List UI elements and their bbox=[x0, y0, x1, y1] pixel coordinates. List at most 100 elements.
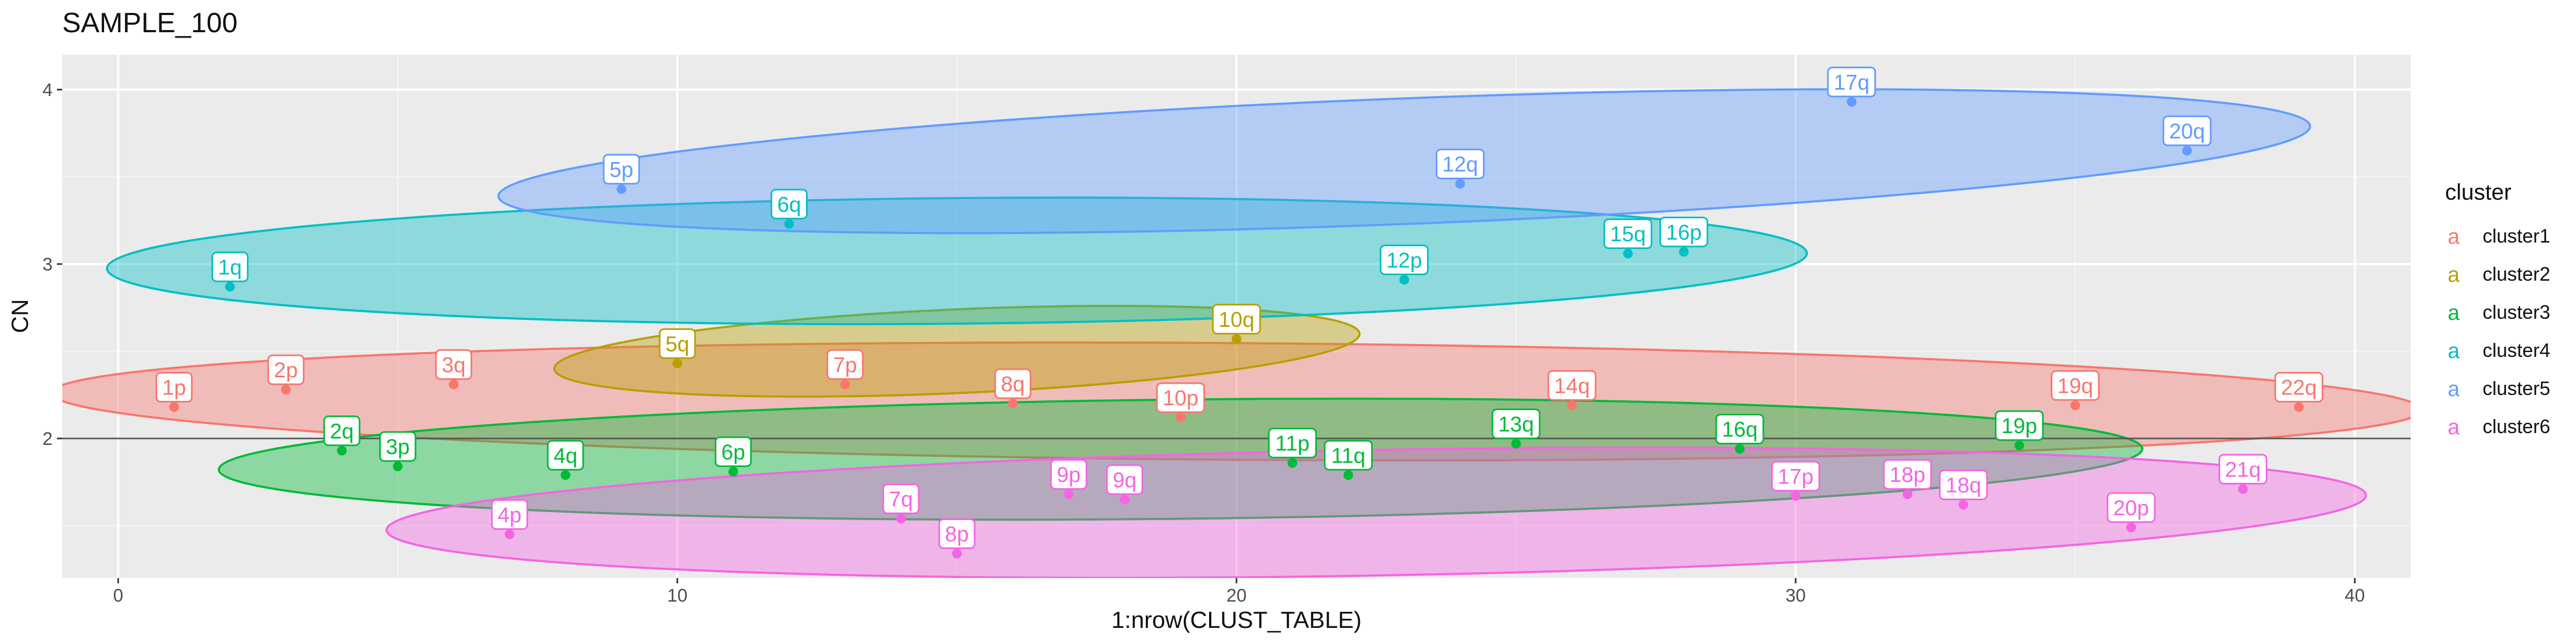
x-axis: 0 10 20 30 40 bbox=[113, 578, 2365, 606]
data-point bbox=[896, 514, 906, 524]
point-label-text: 9q bbox=[1113, 469, 1137, 492]
data-point bbox=[1567, 400, 1577, 411]
point-label: 16q bbox=[1715, 414, 1765, 444]
point-label-text: 7q bbox=[889, 488, 913, 511]
data-point bbox=[1232, 334, 1241, 344]
point-label-text: 16p bbox=[1666, 221, 1702, 244]
data-point bbox=[2294, 402, 2304, 412]
point-label-box bbox=[938, 518, 976, 549]
data-point bbox=[1847, 97, 1857, 107]
legend-key: a bbox=[2448, 415, 2460, 439]
point-label-box bbox=[770, 188, 808, 219]
point-label: 5q bbox=[658, 328, 696, 359]
data-point bbox=[2070, 400, 2080, 411]
point-label-box bbox=[1659, 216, 1709, 247]
data-point bbox=[449, 379, 459, 390]
point-label-text: 16q bbox=[1722, 418, 1758, 442]
ellipse-cluster4 bbox=[106, 196, 1808, 325]
point-label-text: 10p bbox=[1162, 386, 1198, 410]
data-point bbox=[784, 219, 794, 229]
x-tick-label: 30 bbox=[1785, 586, 1806, 606]
data-point bbox=[1008, 399, 1018, 408]
point-label-box bbox=[1156, 382, 1205, 413]
point-label-text: 1p bbox=[162, 376, 186, 400]
data-point bbox=[560, 470, 570, 480]
point-label: 11q bbox=[1323, 440, 1373, 471]
point-label-text: 2q bbox=[330, 420, 354, 443]
legend-key: a bbox=[2448, 339, 2460, 363]
data-point bbox=[1287, 458, 1298, 468]
point-label-box bbox=[1491, 408, 1541, 440]
y-tick-label: 3 bbox=[42, 254, 53, 275]
chart-title: SAMPLE_100 bbox=[62, 8, 238, 39]
point-label-box bbox=[1715, 414, 1765, 444]
legend-key: a bbox=[2448, 263, 2460, 287]
point-label: 8q bbox=[994, 368, 1031, 399]
legend-key: a bbox=[2448, 377, 2460, 401]
data-point bbox=[281, 385, 291, 394]
point-label-box bbox=[1827, 67, 1876, 98]
point-label: 11p bbox=[1268, 428, 1317, 458]
point-label-text: 13q bbox=[1498, 413, 1534, 436]
legend: cluster a cluster1 a cluster2 a cluster3 a clus… bbox=[2445, 179, 2550, 439]
legend-entry-cluster4: cluster4 bbox=[2483, 339, 2550, 361]
point-label: 3q bbox=[435, 349, 472, 380]
point-label-text: 10q bbox=[1219, 308, 1255, 332]
point-label: 9p bbox=[1050, 459, 1087, 490]
legend-key: a bbox=[2448, 225, 2460, 248]
point-label-box bbox=[994, 368, 1031, 399]
x-tick-label: 20 bbox=[1226, 586, 1247, 606]
ellipse-cluster5 bbox=[497, 88, 2311, 235]
point-label-box bbox=[379, 431, 416, 462]
point-label: 1p bbox=[155, 372, 193, 402]
point-label-text: 1q bbox=[218, 255, 242, 279]
legend-entry-cluster6: cluster6 bbox=[2483, 415, 2550, 437]
point-label-box bbox=[1883, 459, 1932, 490]
point-label-box bbox=[2051, 370, 2100, 401]
point-label-box bbox=[1547, 370, 1597, 401]
point-label: 2q bbox=[323, 415, 361, 447]
data-point bbox=[728, 466, 738, 477]
point-label-text: 9p bbox=[1057, 463, 1081, 487]
data-point bbox=[1455, 179, 1465, 189]
point-label-text: 8q bbox=[1001, 372, 1025, 396]
data-point bbox=[1623, 248, 1633, 259]
data-point bbox=[1343, 470, 1353, 480]
point-label: 5p bbox=[603, 153, 640, 185]
data-point bbox=[672, 358, 683, 369]
data-point bbox=[2182, 145, 2192, 156]
point-label: 2p bbox=[267, 354, 305, 385]
point-label: 19p bbox=[1995, 410, 2044, 441]
point-label-text: 20q bbox=[2169, 120, 2205, 143]
point-label: 6p bbox=[714, 436, 752, 467]
point-label-box bbox=[2162, 115, 2212, 147]
point-label-box bbox=[1436, 149, 1485, 179]
point-label: 22q bbox=[2274, 372, 2324, 402]
point-label-box bbox=[491, 499, 529, 530]
y-tick-label: 2 bbox=[42, 429, 53, 449]
point-label: 20p bbox=[2106, 492, 2156, 523]
point-label: 19q bbox=[2051, 370, 2100, 401]
point-label: 7p bbox=[826, 349, 864, 380]
point-label: 16p bbox=[1659, 216, 1709, 247]
legend-title: cluster bbox=[2445, 179, 2512, 204]
point-label: 12p bbox=[1380, 244, 1429, 275]
point-label-text: 3q bbox=[442, 353, 466, 377]
data-points bbox=[169, 97, 2304, 559]
data-point bbox=[2238, 484, 2248, 494]
point-label: 4q bbox=[547, 440, 584, 471]
data-point bbox=[2126, 522, 2136, 532]
x-axis-title: 1:nrow(CLUST_TABLE) bbox=[1111, 607, 1362, 633]
data-point bbox=[1679, 247, 1689, 257]
cluster-ellipses bbox=[62, 88, 2411, 578]
point-label-text: 12q bbox=[1442, 153, 1478, 177]
point-label-text: 14q bbox=[1554, 374, 1590, 398]
point-label: 17q bbox=[1827, 67, 1876, 98]
data-point bbox=[952, 548, 962, 559]
ellipse-cluster6 bbox=[385, 446, 2367, 578]
x-tick-label: 10 bbox=[667, 586, 687, 606]
x-tick-label: 40 bbox=[2345, 586, 2365, 606]
point-label-text: 21q bbox=[2225, 458, 2261, 481]
point-label-box bbox=[1050, 459, 1087, 490]
point-label-text: 11q bbox=[1331, 444, 1365, 467]
